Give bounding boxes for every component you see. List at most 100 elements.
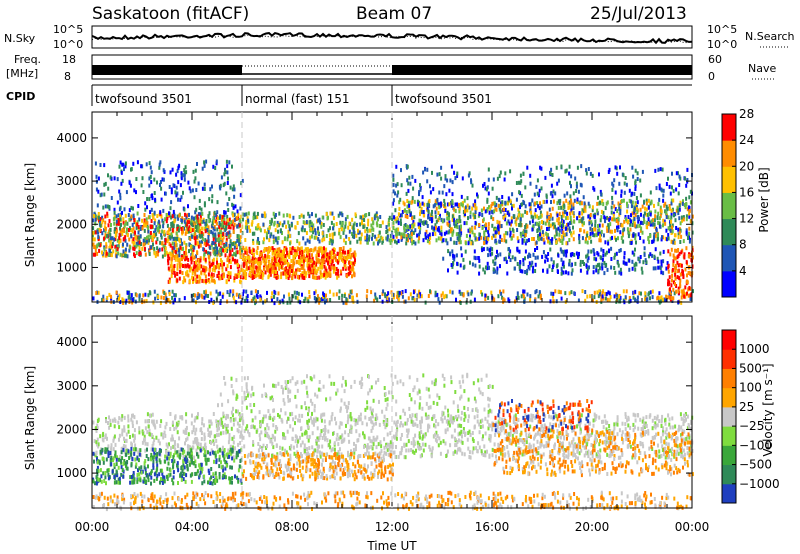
echo-cell [135, 222, 138, 227]
echo-cell [329, 211, 332, 216]
echo-cell [128, 290, 131, 295]
freq-band-3 [392, 65, 692, 75]
echo-cell [321, 215, 324, 220]
echo-cell [417, 202, 420, 207]
echo-cell [213, 219, 216, 224]
echo-cell [262, 240, 265, 245]
echo-cell [561, 224, 563, 229]
echo-cell [99, 223, 102, 228]
echo-cell [214, 243, 217, 248]
echo-cell [290, 223, 293, 228]
echo-cell [570, 184, 572, 189]
echo-cell [426, 205, 429, 210]
echo-cell [568, 226, 571, 231]
echo-cell [186, 269, 189, 274]
echo-cell [110, 196, 113, 200]
echo-cell [301, 258, 304, 263]
echo-cell [684, 205, 687, 210]
echo-cell [128, 295, 131, 300]
echo-cell [164, 237, 167, 242]
echo-cell [137, 204, 140, 208]
echo-cell [598, 238, 601, 243]
echo-cell [632, 290, 635, 295]
echo-cell [282, 271, 285, 276]
echo-cell [269, 272, 272, 277]
echo-cell [456, 174, 459, 178]
echo-cell [586, 253, 589, 258]
echo-cell [221, 268, 224, 273]
echo-cell [164, 241, 167, 245]
echo-cell [400, 183, 403, 188]
colorbar-tick-label: 16 [739, 185, 754, 199]
echo-cell [224, 170, 227, 174]
echo-cell [147, 293, 150, 298]
echo-cell [233, 252, 235, 256]
echo-cell [167, 261, 170, 266]
echo-cell [249, 274, 252, 279]
echo-cell [201, 219, 204, 224]
echo-cell [256, 215, 259, 219]
echo-cell [674, 256, 677, 261]
echo-cell [476, 192, 478, 197]
echo-cell [515, 197, 518, 202]
echo-cell [288, 264, 291, 269]
echo-cell [409, 181, 412, 186]
echo-cell [92, 233, 94, 238]
echo-cell [439, 203, 442, 208]
echo-cell [588, 265, 590, 270]
echo-cell [458, 206, 461, 211]
echo-cell [184, 249, 187, 254]
echo-cell [177, 228, 180, 233]
echo-cell [277, 229, 279, 234]
echo-cell [623, 251, 626, 256]
echo-cell [444, 293, 447, 298]
echo-cell [574, 261, 577, 266]
echo-cell [171, 295, 174, 300]
echo-cell [390, 444, 393, 449]
echo-cell [267, 275, 270, 280]
echo-cell [193, 263, 196, 268]
echo-cell [392, 234, 395, 239]
echo-cell [664, 236, 667, 241]
echo-cell [555, 229, 558, 234]
echo-cell [633, 217, 636, 221]
echo-cell [473, 297, 476, 302]
echo-cell [563, 209, 566, 214]
echo-cell [175, 247, 178, 252]
echo-cell [443, 218, 446, 223]
echo-cell [138, 297, 141, 302]
echo-cell [601, 266, 604, 271]
echo-cell [519, 260, 522, 264]
echo-cell [136, 222, 139, 227]
echo-cell [497, 203, 500, 208]
echo-cell [374, 234, 377, 239]
echo-cell [107, 223, 110, 228]
echo-cell [350, 289, 353, 294]
echo-cell [677, 248, 680, 252]
echo-cell [293, 249, 296, 254]
echo-cell [138, 235, 141, 240]
echo-cell [226, 290, 229, 295]
echo-cell [341, 293, 344, 298]
echo-cell [176, 169, 179, 174]
echo-cell [192, 244, 194, 249]
echo-cell [171, 250, 174, 255]
echo-cell [366, 228, 369, 233]
echo-cell [302, 255, 305, 259]
echo-cell [467, 292, 470, 297]
echo-cell [643, 219, 646, 224]
echo-cell [547, 239, 549, 244]
echo-cell [206, 241, 209, 246]
echo-cell [437, 297, 440, 302]
echo-cell [670, 283, 673, 288]
echo-cell [215, 159, 218, 164]
echo-cell [319, 219, 321, 224]
echo-cell [528, 202, 531, 207]
echo-cell [185, 251, 187, 256]
echo-cell [181, 257, 183, 262]
echo-cell [613, 294, 616, 299]
echo-cell [642, 239, 645, 244]
echo-cell [152, 237, 154, 242]
echo-cell [658, 296, 661, 301]
echo-cell [491, 186, 494, 191]
